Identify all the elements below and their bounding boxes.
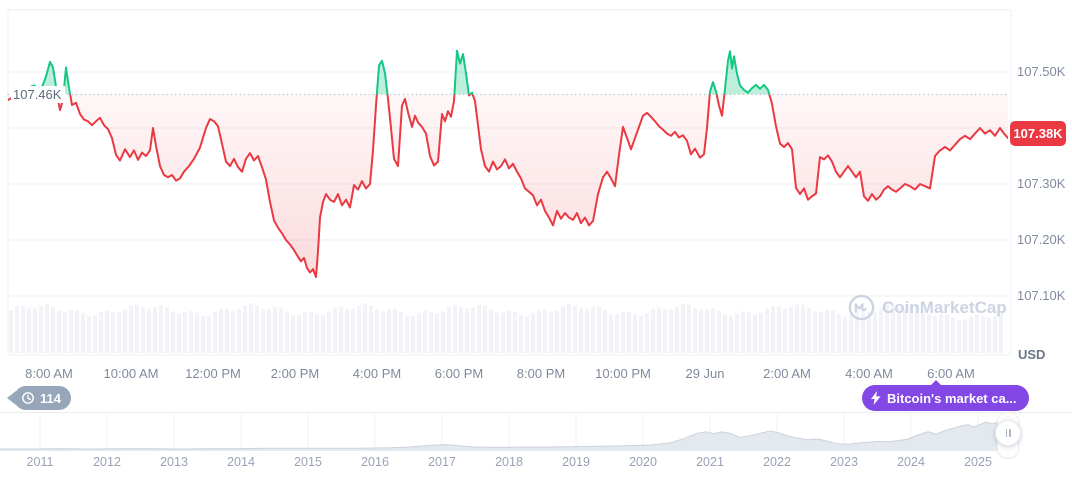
- pause-bars-icon: [1005, 429, 1007, 437]
- minimap-drag-handle[interactable]: [995, 420, 1021, 446]
- pause-bars-icon: [1009, 429, 1011, 437]
- minimap-year-label: 2017: [428, 455, 456, 469]
- x-axis-tick-label: 8:00 AM: [25, 366, 73, 381]
- minimap-year-label: 2019: [562, 455, 590, 469]
- minimap-area-chart[interactable]: [0, 412, 1072, 452]
- minimap-year-label: 2015: [294, 455, 322, 469]
- current-price-tag: 107.38K: [1010, 121, 1066, 146]
- currency-unit-label: USD: [1018, 347, 1046, 362]
- x-axis-tick-label: 12:00 PM: [185, 366, 241, 381]
- minimap-year-label: 2021: [696, 455, 724, 469]
- y-axis-tick-label: 107.10K: [1017, 288, 1066, 303]
- minimap-year-label: 2022: [763, 455, 791, 469]
- y-axis-tick-label: 107.20K: [1017, 232, 1066, 247]
- minimap-year-label: 2011: [26, 455, 54, 469]
- open-price-threshold-label: 107.46K: [11, 86, 66, 103]
- watermark-text: CoinMarketCap: [882, 297, 1007, 317]
- history-clock-icon: [22, 392, 34, 404]
- x-axis-tick-label: 4:00 PM: [352, 366, 402, 381]
- minimap-year-label: 2024: [897, 455, 925, 469]
- x-axis-tick-label: 29 Jun: [685, 366, 725, 381]
- x-axis-tick-label: 6:00 PM: [434, 366, 484, 381]
- minimap-year-label: 2014: [227, 455, 255, 469]
- history-count: 114: [40, 390, 61, 406]
- minimap-year-label: 2018: [495, 455, 523, 469]
- x-axis-tick-label: 6:00 AM: [927, 366, 975, 381]
- watermark: CoinMarketCap: [848, 294, 1007, 321]
- lightning-icon: [871, 391, 881, 405]
- price-line-series: [7, 49, 1009, 278]
- minimap-year-label: 2023: [830, 455, 858, 469]
- x-axis-tick-label: 10:00 AM: [103, 366, 159, 381]
- minimap-year-label: 2012: [93, 455, 121, 469]
- annotation-label: Bitcoin's market ca...: [887, 390, 1017, 406]
- minimap-year-label: 2025: [964, 455, 992, 469]
- x-axis-tick-label: 10:00 PM: [595, 366, 651, 381]
- x-axis-tick-label: 8:00 PM: [516, 366, 566, 381]
- volume-bars: [9, 303, 1003, 353]
- x-axis-tick-label: 2:00 PM: [270, 366, 320, 381]
- y-axis-tick-label: 107.30K: [1017, 176, 1066, 191]
- minimap-year-label: 2020: [629, 455, 657, 469]
- coinmarketcap-logo-icon: [848, 294, 875, 321]
- minimap-year-label: 2016: [361, 455, 389, 469]
- market-cap-annotation-badge[interactable]: Bitcoin's market ca...: [862, 380, 1029, 411]
- y-axis-tick-label: 107.50K: [1017, 64, 1066, 79]
- x-axis-tick-label: 4:00 AM: [845, 366, 893, 381]
- minimap-year-label: 2013: [160, 455, 188, 469]
- history-annotations-badge[interactable]: 114: [14, 386, 71, 410]
- x-axis-tick-label: 2:00 AM: [763, 366, 811, 381]
